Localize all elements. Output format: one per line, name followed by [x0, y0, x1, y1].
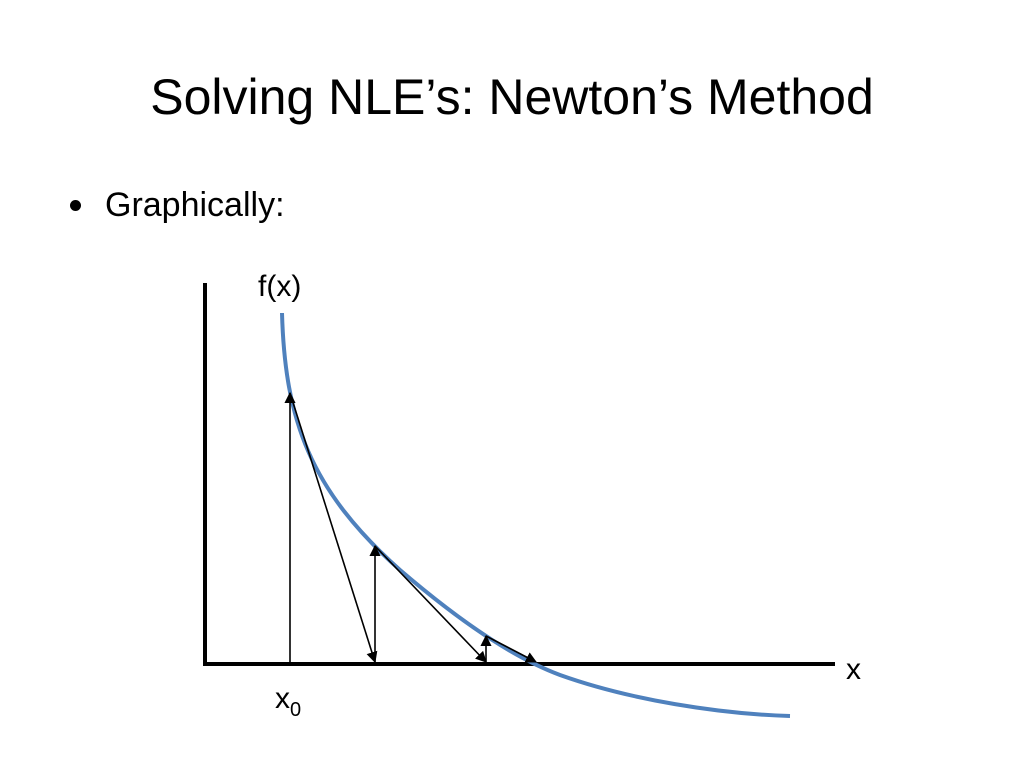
x0-label-base: x	[275, 682, 290, 715]
bullet-icon	[70, 199, 81, 211]
slide-title: Solving NLE’s: Newton’s Method	[150, 69, 874, 125]
bullet-text: Graphically:	[105, 186, 285, 224]
x0-label: x0	[275, 682, 301, 721]
iteration-1-tangent	[289, 392, 378, 664]
function-curve	[280, 312, 791, 718]
iteration-2-tangent	[374, 545, 487, 663]
y-axis-label: f(x)	[258, 270, 301, 303]
x0-label-subscript: 0	[290, 699, 301, 721]
bullet-item: Graphically:	[70, 180, 285, 230]
iteration-3-tangent	[485, 635, 537, 663]
x-axis-label: x	[846, 653, 861, 686]
